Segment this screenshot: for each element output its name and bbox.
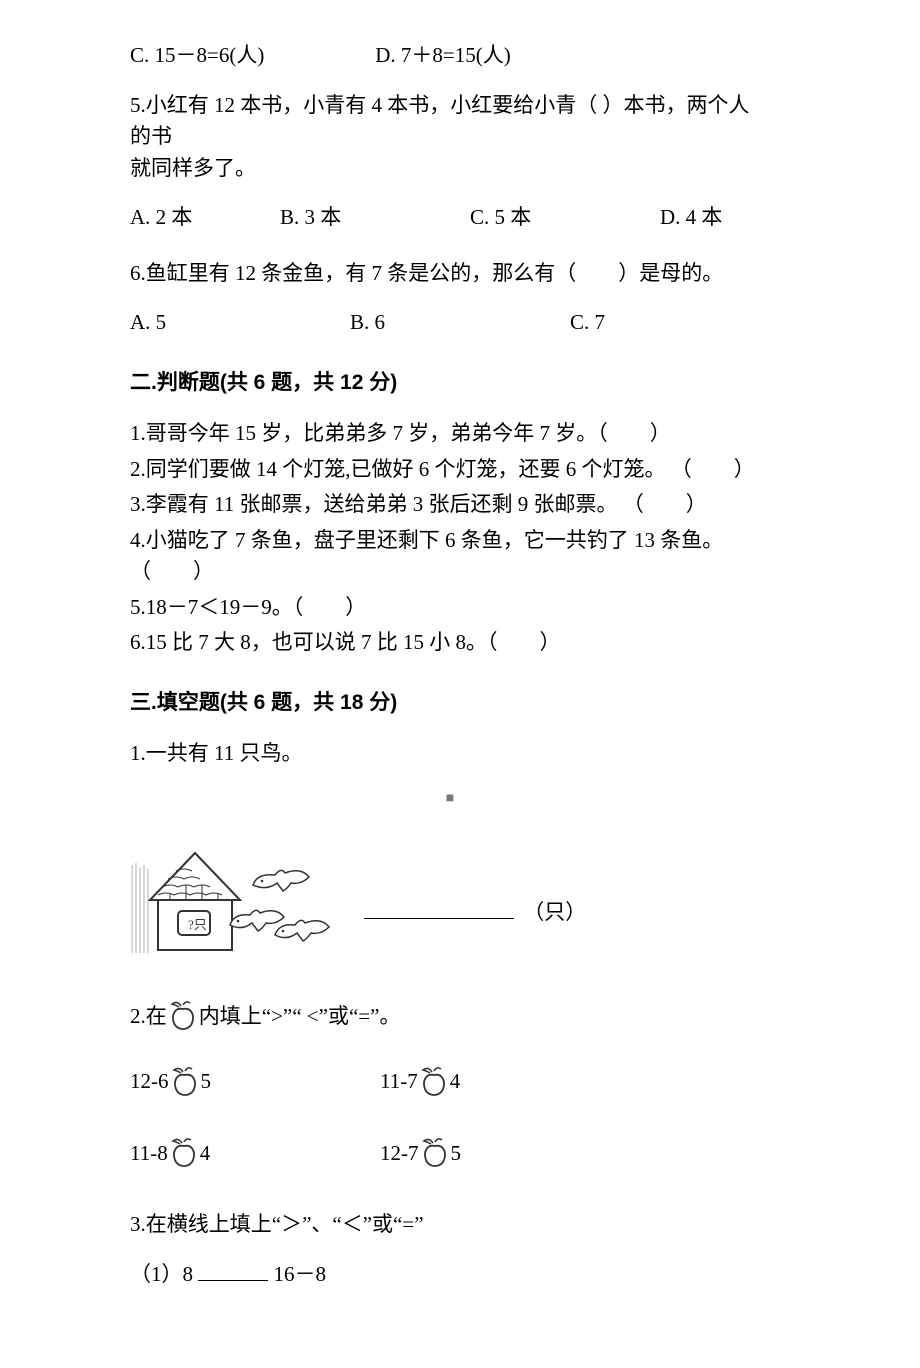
q5: 5.小红有 12 本书，小青有 4 本书，小红要给小青（ ）本书，两个人的书 就…	[130, 90, 770, 234]
s3-q3-stem: 3.在横线上填上“＞”、“＜”或“=”	[130, 1209, 770, 1241]
section-2-items: 1.哥哥今年 15 岁，比弟弟多 7 岁，弟弟今年 7 岁。（ ） 2.同学们要…	[130, 418, 770, 659]
apple-icon	[169, 1001, 197, 1031]
q6-opt-a: A. 5	[130, 307, 350, 339]
s3-q1-figure: ?只 （只）	[130, 845, 770, 955]
q5-opt-b: B. 3 本	[280, 202, 470, 234]
s3-q2-stem: 2.在 内填上“>”“ <”或“=”。	[130, 1001, 770, 1033]
s3-q2-stem-a: 2.在	[130, 1001, 167, 1033]
q6-stem: 6.鱼缸里有 12 条金鱼，有 7 条是公的，那么有（ ）是母的。	[130, 258, 770, 290]
cmp-a: 12-6 5	[130, 1066, 380, 1098]
page-center-marker: ■	[130, 788, 770, 809]
cmp-b-left: 11-7	[380, 1066, 418, 1098]
tf-item-3: 3.李霞有 11 张邮票，送给弟弟 3 张后还剩 9 张邮票。 （ ）	[130, 489, 770, 521]
q5-stem-c: 就同样多了。	[130, 156, 256, 180]
q6-opt-c: C. 7	[570, 307, 605, 339]
tf-item-2: 2.同学们要做 14 个灯笼,已做好 6 个灯笼，还要 6 个灯笼。 （ ）	[130, 454, 770, 486]
apple-icon[interactable]	[420, 1067, 448, 1097]
cmp-d-left: 12-7	[380, 1138, 419, 1170]
tf-item-6: 6.15 比 7 大 8，也可以说 7 比 15 小 8。（ ）	[130, 627, 770, 659]
s3-q1-answer: （只）	[360, 897, 586, 955]
house-birds-icon: ?只	[130, 845, 330, 955]
cmp-a-right: 5	[201, 1066, 212, 1098]
q5-opt-c: C. 5 本	[470, 202, 660, 234]
q4-options-cd: C. 15－8=6(人) D. 7＋8=15(人)	[130, 40, 770, 72]
s3-q1-unit: （只）	[523, 900, 586, 924]
q4-opt-d: D. 7＋8=15(人)	[375, 43, 511, 67]
apple-icon[interactable]	[170, 1138, 198, 1168]
s3-q2-row1: 12-6 5 11-7 4	[130, 1066, 770, 1098]
s3-q2-row2: 11-8 4 12-7 5	[130, 1138, 770, 1170]
q5-stem-a: 5.小红有 12 本书，小青有 4 本书，小红要给小青（	[130, 93, 597, 117]
blank-input[interactable]	[364, 899, 514, 919]
s3-q3-item1: （1）8 16－8	[130, 1259, 770, 1291]
section-2-title: 二.判断题(共 6 题，共 12 分)	[130, 367, 770, 399]
s3-q3-item1-a: （1）8	[130, 1262, 193, 1286]
cmp-c-right: 4	[200, 1138, 211, 1170]
cmp-c-left: 11-8	[130, 1138, 168, 1170]
q5-options: A. 2 本 B. 3 本 C. 5 本 D. 4 本	[130, 202, 770, 234]
tf-item-4: 4.小猫吃了 7 条鱼，盘子里还剩下 6 条鱼，它一共钓了 13 条鱼。（ ）	[130, 525, 770, 588]
cmp-a-left: 12-6	[130, 1066, 169, 1098]
cmp-d: 12-7 5	[380, 1138, 461, 1170]
tf-item-5: 5.18－7＜19－9。（ ）	[130, 592, 770, 624]
blank-input[interactable]	[198, 1261, 268, 1281]
apple-icon[interactable]	[171, 1067, 199, 1097]
cmp-d-right: 5	[451, 1138, 462, 1170]
cmp-b: 11-7 4	[380, 1066, 460, 1098]
s3-q2-stem-b: 内填上“>”“ <”或“=”。	[199, 1001, 401, 1033]
q5-opt-a: A. 2 本	[130, 202, 280, 234]
q5-stem: 5.小红有 12 本书，小青有 4 本书，小红要给小青（ ）本书，两个人的书 就…	[130, 90, 770, 185]
cmp-c: 11-8 4	[130, 1138, 380, 1170]
q6-opt-b: B. 6	[350, 307, 570, 339]
tf-item-1: 1.哥哥今年 15 岁，比弟弟多 7 岁，弟弟今年 7 岁。（ ）	[130, 418, 770, 450]
q4-opt-c: C. 15－8=6(人)	[130, 40, 370, 72]
cmp-b-right: 4	[450, 1066, 461, 1098]
q5-opt-d: D. 4 本	[660, 202, 722, 234]
q6: 6.鱼缸里有 12 条金鱼，有 7 条是公的，那么有（ ）是母的。 A. 5 B…	[130, 258, 770, 339]
svg-text:?只: ?只	[188, 917, 207, 932]
s3-q1-stem: 1.一共有 11 只鸟。	[130, 738, 770, 770]
s3-q3-item1-b: 16－8	[274, 1262, 327, 1286]
apple-icon[interactable]	[421, 1138, 449, 1168]
section-3-title: 三.填空题(共 6 题，共 18 分)	[130, 687, 770, 719]
q6-options: A. 5 B. 6 C. 7	[130, 307, 770, 339]
